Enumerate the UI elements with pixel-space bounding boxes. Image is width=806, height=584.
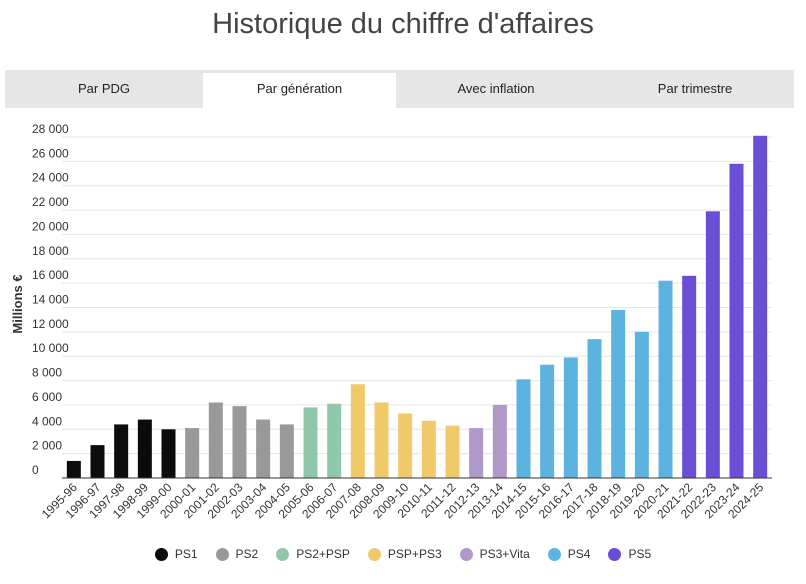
legend-label: PS2+PSP <box>296 547 350 561</box>
legend-label: PS4 <box>567 547 591 561</box>
legend-label: PS5 <box>628 547 652 561</box>
bar-2007-08[interactable] <box>350 384 365 478</box>
legend-label: PS2 <box>235 547 259 561</box>
y-tick-label: 2 000 <box>32 439 62 453</box>
y-tick-label: 22 000 <box>32 195 69 209</box>
chart-title: Historique du chiffre d'affaires <box>212 8 594 40</box>
y-tick-label: 14 000 <box>32 293 69 307</box>
bar-2014-15[interactable] <box>516 379 531 478</box>
bar-2015-16[interactable] <box>540 364 555 478</box>
legend-marker <box>276 547 290 561</box>
y-tick-label: 20 000 <box>32 219 69 233</box>
legend-item-ps2[interactable]: PS2 <box>215 547 259 561</box>
bar-2024-25[interactable] <box>753 135 768 478</box>
y-tick-label: 0 <box>32 463 39 477</box>
bar-2013-14[interactable] <box>492 404 507 478</box>
legend-item-ps2-psp[interactable]: PS2+PSP <box>276 547 350 561</box>
legend-marker <box>367 547 381 561</box>
tab-par-pdg[interactable]: Par PDG <box>77 81 130 96</box>
bar-2006-07[interactable] <box>327 403 342 478</box>
tab-avec-inflation[interactable]: Avec inflation <box>457 81 535 96</box>
tab-par-trimestre[interactable]: Par trimestre <box>657 81 733 96</box>
legend-label: PS1 <box>174 547 198 561</box>
y-tick-label: 12 000 <box>32 317 69 331</box>
legend-item-ps1[interactable]: PS1 <box>154 547 198 561</box>
y-tick-label: 18 000 <box>32 244 69 258</box>
y-tick-label: 10 000 <box>32 341 69 355</box>
bar-2003-04[interactable] <box>256 419 271 478</box>
legend-marker <box>608 547 622 561</box>
bar-2020-21[interactable] <box>658 280 673 478</box>
bar-2017-18[interactable] <box>587 339 602 478</box>
bar-2022-23[interactable] <box>705 211 720 478</box>
grid-lines <box>62 136 772 455</box>
tab-bar: Par PDG Par génération Avec inflation Pa… <box>5 70 794 108</box>
y-axis-ticks: 0 2 000 4 000 6 000 8 000 10 000 12 000 14 000 1… <box>32 122 69 477</box>
y-tick-label: 24 000 <box>32 171 69 185</box>
legend-label: PSP+PS3 <box>387 547 442 561</box>
bar-2010-11[interactable] <box>421 420 436 478</box>
bar-2011-12[interactable] <box>445 425 460 478</box>
x-axis-ticks: 1995-961996-971997-981998-991999-002000-… <box>39 480 767 521</box>
bar-2009-10[interactable] <box>398 413 413 478</box>
bar-1997-98[interactable] <box>114 424 129 478</box>
bar-2005-06[interactable] <box>303 407 318 478</box>
legend-label: PS3+Vita <box>479 547 530 561</box>
bars <box>66 135 768 479</box>
bar-2012-13[interactable] <box>469 428 484 478</box>
bar-2008-09[interactable] <box>374 402 389 478</box>
tab-par-generation[interactable]: Par génération <box>203 73 396 108</box>
y-tick-label: 28 000 <box>32 122 69 136</box>
y-axis-label: Millions € <box>10 274 25 333</box>
bar-1998-99[interactable] <box>137 419 152 478</box>
y-tick-label: 8 000 <box>32 366 62 380</box>
y-tick-label: 26 000 <box>32 146 69 160</box>
legend-marker <box>459 547 473 561</box>
bar-2018-19[interactable] <box>611 309 626 478</box>
bar-2019-20[interactable] <box>634 331 649 478</box>
legend-item-ps4[interactable]: PS4 <box>547 547 591 561</box>
bar-1999-00[interactable] <box>161 429 176 478</box>
bar-2023-24[interactable] <box>729 163 744 479</box>
bar-1996-97[interactable] <box>90 445 105 478</box>
bar-2016-17[interactable] <box>563 357 578 478</box>
bar-2001-02[interactable] <box>208 402 223 478</box>
legend-marker <box>215 547 229 561</box>
legend-marker <box>547 547 561 561</box>
y-tick-label: 6 000 <box>32 390 62 404</box>
y-tick-label: 4 000 <box>32 414 62 428</box>
y-tick-label: 16 000 <box>32 268 69 282</box>
legend-marker <box>154 547 168 561</box>
legend-item-psp-ps3[interactable]: PSP+PS3 <box>367 547 442 561</box>
bar-2002-03[interactable] <box>232 406 247 478</box>
legend-item-ps3-vita[interactable]: PS3+Vita <box>459 547 530 561</box>
bar-2000-01[interactable] <box>185 428 200 478</box>
legend-item-ps5[interactable]: PS5 <box>608 547 651 561</box>
bar-1995-96[interactable] <box>66 460 81 478</box>
bar-2021-22[interactable] <box>682 275 697 478</box>
bar-2004-05[interactable] <box>279 424 294 478</box>
legend: PS1 PS2 PS2+PSP PSP+PS3 PS3+Vita PS4 PS5 <box>0 547 806 561</box>
revenue-bar-chart: 0 2 000 4 000 6 000 8 000 10 000 12 000 14 000 1… <box>10 122 772 521</box>
